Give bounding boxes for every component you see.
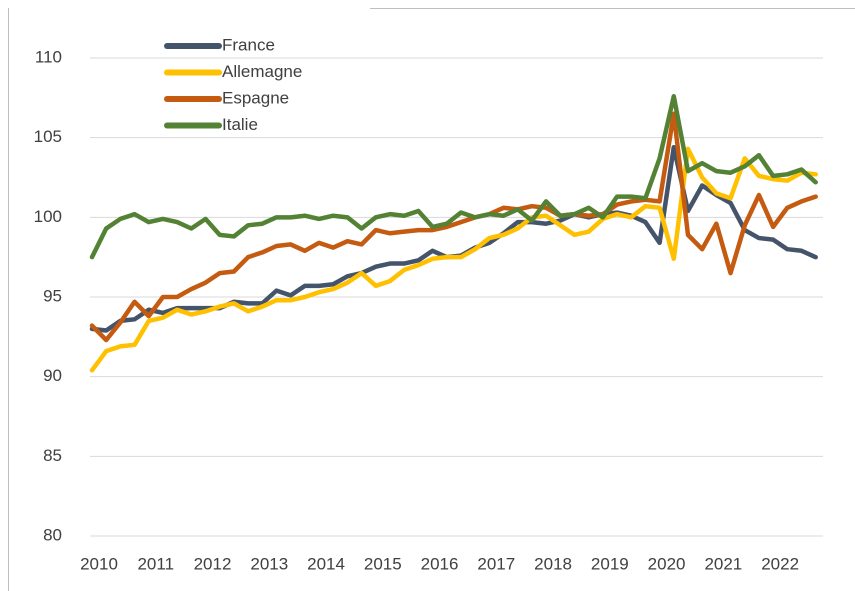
x-tick-label: 2015: [364, 554, 402, 573]
y-tick-label: 85: [43, 446, 62, 465]
y-tick-label: 80: [43, 525, 62, 544]
legend-label: Espagne: [222, 88, 289, 107]
legend-label: France: [222, 35, 275, 54]
y-tick-label: 105: [34, 127, 62, 146]
x-tick-label: 2018: [534, 554, 572, 573]
x-tick-label: 2022: [761, 554, 799, 573]
legend-label: Allemagne: [222, 62, 302, 81]
y-tick-label: 90: [43, 366, 62, 385]
x-tick-label: 2017: [477, 554, 515, 573]
x-tick-label: 2013: [250, 554, 288, 573]
x-tick-label: 2021: [704, 554, 742, 573]
y-tick-label: 110: [35, 47, 62, 66]
x-tick-label: 2011: [137, 554, 174, 573]
x-tick-label: 2010: [80, 554, 118, 573]
series-line: [89, 93, 818, 260]
x-tick-label: 2020: [648, 554, 686, 573]
y-tick-label: 100: [34, 207, 62, 226]
x-tick-label: 2016: [421, 554, 459, 573]
y-tick-label: 95: [43, 286, 62, 305]
series-line: [89, 146, 818, 373]
legend-label: Italie: [222, 115, 258, 134]
x-tick-label: 2014: [307, 554, 345, 573]
series-line: [89, 111, 818, 343]
x-tick-label: 2012: [194, 554, 232, 573]
x-tick-label: 2019: [591, 554, 629, 573]
